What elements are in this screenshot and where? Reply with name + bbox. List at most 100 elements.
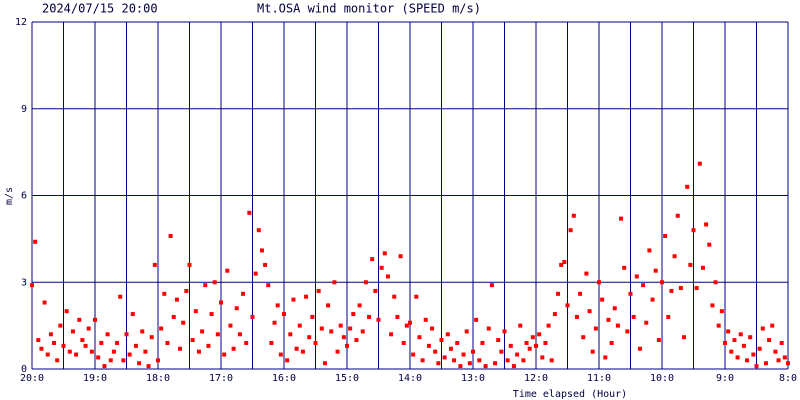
data-point (603, 355, 608, 360)
data-point (294, 346, 299, 351)
data-point (461, 352, 466, 357)
data-point (310, 314, 315, 319)
data-point (348, 326, 353, 331)
data-point (67, 349, 72, 354)
data-point (250, 314, 255, 319)
data-point (209, 312, 214, 317)
data-point (719, 309, 724, 314)
x-tick-label: 13:0 (461, 373, 485, 384)
data-point (171, 314, 176, 319)
data-point (300, 349, 305, 354)
x-tick-label: 12:0 (524, 373, 548, 384)
data-point (581, 335, 586, 340)
data-point (537, 332, 542, 337)
data-point (307, 335, 312, 340)
x-tick-label: 9:0 (716, 373, 734, 384)
data-point (729, 349, 734, 354)
data-point (288, 332, 293, 337)
data-point (584, 271, 589, 276)
x-tick-label: 18:0 (146, 373, 170, 384)
data-point (735, 355, 740, 360)
data-point (515, 352, 520, 357)
data-point (647, 248, 652, 253)
data-point (121, 358, 126, 363)
data-point (439, 338, 444, 343)
data-point (474, 317, 479, 322)
data-point (417, 335, 422, 340)
x-tick-label: 11:0 (587, 373, 611, 384)
data-point (124, 332, 129, 337)
data-point (222, 352, 227, 357)
data-point (379, 265, 384, 270)
data-point (745, 358, 750, 363)
data-point (612, 306, 617, 311)
data-point (578, 291, 583, 296)
data-point (285, 358, 290, 363)
data-point (341, 335, 346, 340)
data-point (259, 248, 264, 253)
data-point (420, 358, 425, 363)
data-point (319, 326, 324, 331)
data-point (678, 286, 683, 291)
data-point (445, 332, 450, 337)
data-point (61, 343, 66, 348)
data-point (159, 326, 164, 331)
data-point (338, 323, 343, 328)
data-point (392, 294, 397, 299)
data-point (751, 352, 756, 357)
data-point (52, 340, 57, 345)
data-point (115, 340, 120, 345)
x-tick-label: 15:0 (335, 373, 359, 384)
data-point (634, 274, 639, 279)
data-point (291, 297, 296, 302)
data-point (691, 228, 696, 233)
data-point (625, 329, 630, 334)
data-point (622, 265, 627, 270)
data-point (508, 343, 513, 348)
data-point (351, 312, 356, 317)
data-point (707, 242, 712, 247)
data-point (219, 300, 223, 305)
data-point (33, 239, 38, 244)
data-point (190, 338, 195, 343)
data-point (42, 300, 47, 305)
data-point (593, 326, 598, 331)
data-point (253, 271, 258, 276)
data-point (181, 320, 186, 325)
data-point (370, 257, 375, 262)
data-point (83, 343, 88, 348)
data-point (767, 338, 772, 343)
data-point (133, 343, 138, 348)
data-point (395, 314, 400, 319)
data-point (404, 323, 409, 328)
data-point (385, 274, 390, 279)
data-point (174, 297, 179, 302)
data-point (241, 291, 246, 296)
data-point (653, 268, 658, 273)
data-point (184, 288, 189, 293)
data-point (162, 291, 167, 296)
data-point (93, 317, 97, 322)
data-point (568, 228, 573, 233)
data-point (779, 340, 784, 345)
data-point (694, 286, 699, 291)
data-point (631, 314, 636, 319)
data-point (430, 326, 435, 331)
data-point (146, 364, 151, 369)
data-point (552, 312, 557, 317)
data-point (64, 309, 69, 314)
data-point (313, 340, 318, 345)
data-point (345, 343, 349, 348)
data-point (669, 288, 674, 293)
data-point (105, 332, 110, 337)
data-point (212, 280, 217, 285)
data-point (108, 358, 113, 363)
x-tick-label: 8:0 (779, 373, 797, 384)
data-point (149, 335, 154, 340)
data-point (467, 361, 472, 366)
data-point (644, 320, 649, 325)
data-point (200, 329, 205, 334)
data-point (760, 326, 765, 331)
data-point (493, 361, 498, 366)
